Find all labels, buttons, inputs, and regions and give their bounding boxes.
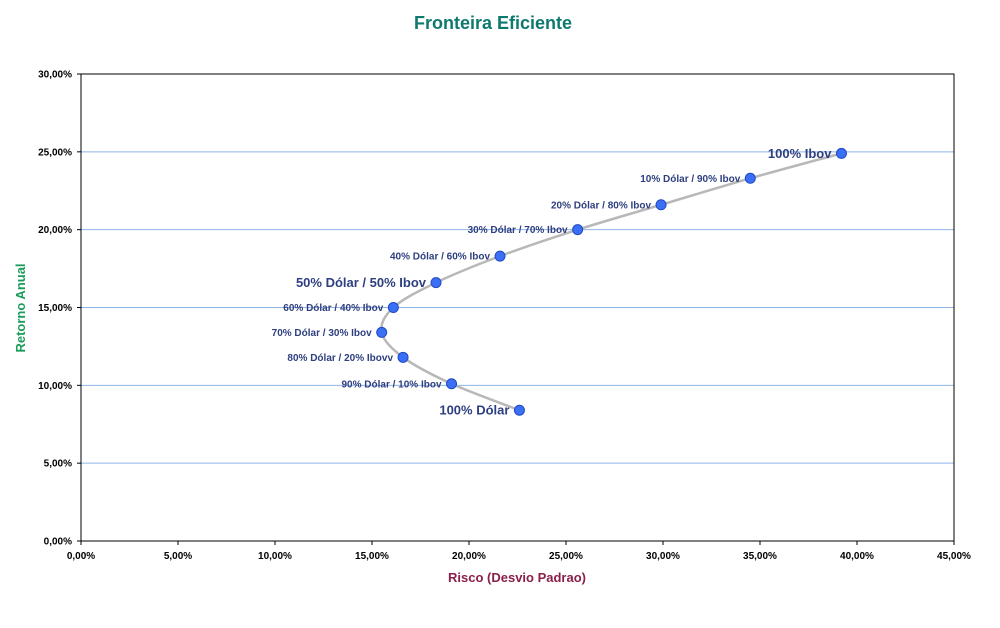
y-axis-ticks: 0,00% 5,00% 10,00% 15,00% 20,00% 25,00% 30,00% — [38, 70, 81, 548]
y-tick-label: 0,00% — [44, 537, 72, 548]
grid-lines — [81, 151, 954, 464]
y-tick-label: 15,00% — [38, 303, 72, 314]
data-point-label: 10% Dólar / 90% Ibov — [640, 174, 740, 185]
y-tick-label: 5,00% — [44, 459, 72, 470]
data-point-label: 30% Dólar / 70% Ibov — [468, 225, 568, 236]
y-axis-title: Retorno Anual — [13, 263, 28, 352]
data-point — [655, 199, 667, 211]
data-point-label: 90% Dólar / 10% Ibov — [341, 379, 441, 390]
x-tick-label: 40,00% — [840, 551, 874, 562]
y-tick-label: 25,00% — [38, 147, 72, 158]
data-point — [387, 302, 399, 313]
data-point-label: 60% Dólar / 40% Ibov — [283, 303, 383, 314]
x-tick-label: 15,00% — [355, 551, 389, 562]
x-tick-label: 35,00% — [743, 551, 777, 562]
chart-title: Fronteira Eficiente — [414, 13, 572, 33]
x-tick-label: 25,00% — [549, 551, 583, 562]
x-tick-label: 45,00% — [937, 551, 971, 562]
data-point — [376, 326, 388, 338]
data-point — [835, 147, 847, 159]
x-tick-label: 0,00% — [67, 551, 95, 562]
y-tick-label: 30,00% — [38, 70, 72, 81]
data-point-label: 100% Dólar — [439, 403, 509, 418]
data-point — [446, 378, 458, 390]
x-tick-label: 10,00% — [258, 551, 292, 562]
x-tick-label: 30,00% — [646, 551, 680, 562]
data-point — [513, 404, 525, 416]
data-point-label: 80% Dólar / 20% Ibovv — [287, 353, 393, 364]
y-tick-label: 10,00% — [38, 381, 72, 392]
data-point — [744, 172, 756, 184]
data-point-label: 50% Dólar / 50% Ibov — [296, 275, 427, 290]
frontier-curve — [380, 152, 842, 412]
data-point-label: 70% Dólar / 30% Ibov — [272, 328, 372, 339]
data-point-label: 100% Ibov — [768, 146, 832, 161]
data-points — [376, 147, 847, 416]
x-axis-ticks: 0,00% 5,00% 10,00% 15,00% 20,00% 25,00% 30,00%… — [67, 541, 971, 562]
x-tick-label: 20,00% — [452, 551, 486, 562]
x-tick-label: 5,00% — [164, 551, 192, 562]
data-point — [397, 351, 409, 363]
data-point-labels: 100% Dólar 90% Dólar / 10% Ibov 80% Dólar … — [272, 146, 833, 418]
y-tick-label: 20,00% — [38, 225, 72, 236]
data-point — [572, 224, 584, 236]
data-point — [430, 277, 442, 289]
data-point-label: 40% Dólar / 60% Ibov — [390, 252, 490, 263]
x-axis-title: Risco (Desvio Padrao) — [448, 570, 586, 585]
data-point — [494, 250, 506, 262]
data-point-label: 20% Dólar / 80% Ibov — [551, 200, 651, 211]
